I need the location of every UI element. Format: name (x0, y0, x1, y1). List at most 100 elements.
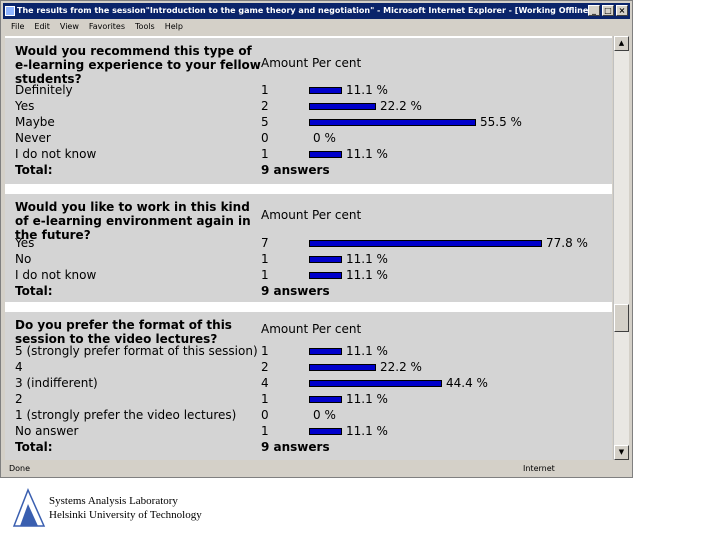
column-header: Amount Per cent (261, 208, 362, 222)
answer-label: Yes (15, 99, 35, 113)
column-header: Amount Per cent (261, 56, 362, 70)
answer-amount: 7 (261, 236, 269, 250)
menu-bar: File Edit View Favorites Tools Help (3, 20, 630, 34)
total-value: 9 answers (261, 163, 330, 177)
answer-percent: 11.1 % (346, 83, 388, 97)
university-name: Helsinki University of Technology (49, 509, 202, 521)
answer-row: 4 2 22.2 % (5, 359, 612, 375)
total-row: Total: 9 answers (5, 439, 612, 455)
scroll-thumb[interactable] (614, 304, 629, 332)
percent-bar (309, 428, 342, 435)
answer-row: 3 (indifferent) 4 44.4 % (5, 375, 612, 391)
answer-amount: 0 (261, 131, 269, 145)
answer-percent: 11.1 % (346, 268, 388, 282)
answer-percent: 11.1 % (346, 392, 388, 406)
answer-row: Never 0 0 % (5, 130, 612, 146)
answer-label: 5 (strongly prefer format of this sessio… (15, 344, 258, 358)
answer-row: No answer 1 11.1 % (5, 423, 612, 439)
answer-label: 3 (indifferent) (15, 376, 98, 390)
question-section: Do you prefer the format of this session… (5, 312, 612, 460)
column-header: Amount Per cent (261, 322, 362, 336)
question-text: Would you like to work in this kind of e… (15, 200, 251, 242)
maximize-button[interactable]: □ (602, 5, 614, 16)
answer-percent: 44.4 % (446, 376, 488, 390)
menu-view[interactable]: View (59, 22, 79, 31)
answer-percent: 11.1 % (346, 252, 388, 266)
window-title: The results from the session"Introductio… (17, 6, 592, 15)
answer-amount: 1 (261, 147, 269, 161)
menu-tools[interactable]: Tools (135, 22, 155, 31)
status-zone: Internet (523, 464, 555, 473)
university-logo (12, 488, 46, 527)
answer-amount: 4 (261, 376, 269, 390)
answer-label: I do not know (15, 147, 97, 161)
total-label: Total: (15, 163, 53, 177)
answer-row: I do not know 1 11.1 % (5, 146, 612, 162)
answer-label: Definitely (15, 83, 73, 97)
answer-label: 4 (15, 360, 23, 374)
answer-amount: 0 (261, 408, 269, 422)
answer-label: 2 (15, 392, 23, 406)
browser-window: The results from the session"Introductio… (0, 0, 633, 478)
minimize-button[interactable]: _ (588, 5, 600, 16)
answer-label: No answer (15, 424, 79, 438)
percent-bar (309, 151, 342, 158)
scroll-down-icon[interactable]: ▼ (614, 445, 629, 460)
answer-percent: 11.1 % (346, 147, 388, 161)
menu-favorites[interactable]: Favorites (88, 22, 126, 31)
total-label: Total: (15, 440, 53, 454)
percent-bar (309, 103, 376, 110)
percent-bar (309, 348, 342, 355)
percent-bar (309, 396, 342, 403)
total-value: 9 answers (261, 440, 330, 454)
answer-row: 5 (strongly prefer format of this sessio… (5, 343, 612, 359)
answer-percent: 77.8 % (546, 236, 588, 250)
answer-amount: 1 (261, 83, 269, 97)
scroll-up-icon[interactable]: ▲ (614, 36, 629, 51)
answer-row: No 1 11.1 % (5, 251, 612, 267)
menu-file[interactable]: File (11, 22, 25, 31)
question-section: Would you recommend this type of e-learn… (5, 38, 612, 184)
answer-amount: 1 (261, 424, 269, 438)
percent-bar (309, 119, 476, 126)
answer-amount: 1 (261, 392, 269, 406)
answer-amount: 2 (261, 360, 269, 374)
question-text: Would you recommend this type of e-learn… (15, 44, 261, 86)
answer-percent: 11.1 % (346, 424, 388, 438)
percent-bar (309, 272, 342, 279)
question-text: Do you prefer the format of this session… (15, 318, 232, 346)
menu-edit[interactable]: Edit (34, 22, 50, 31)
answer-row: Definitely 1 11.1 % (5, 82, 612, 98)
answer-percent: 22.2 % (380, 360, 422, 374)
total-value: 9 answers (261, 284, 330, 298)
answer-label: Maybe (15, 115, 55, 129)
menu-help[interactable]: Help (164, 22, 183, 31)
answer-amount: 2 (261, 99, 269, 113)
answer-label: Never (15, 131, 51, 145)
answer-amount: 1 (261, 252, 269, 266)
answer-row: Maybe 5 55.5 % (5, 114, 612, 130)
total-row: Total: 9 answers (5, 162, 612, 178)
answer-row: 1 (strongly prefer the video lectures) 0 0… (5, 407, 612, 423)
answer-percent: 0 % (313, 408, 336, 422)
answer-amount: 5 (261, 115, 269, 129)
answer-row: I do not know 1 11.1 % (5, 267, 612, 283)
answer-amount: 1 (261, 344, 269, 358)
vertical-scrollbar[interactable]: ▲ ▼ (613, 36, 629, 460)
percent-bar (309, 87, 342, 94)
answer-row: Yes 2 22.2 % (5, 98, 612, 114)
total-label: Total: (15, 284, 53, 298)
answer-label: 1 (strongly prefer the video lectures) (15, 408, 237, 422)
answer-percent: 0 % (313, 131, 336, 145)
lab-name: Systems Analysis Laboratory (49, 495, 178, 507)
close-button[interactable]: × (616, 5, 628, 16)
answer-row: Yes 7 77.8 % (5, 235, 612, 251)
page-content: Would you recommend this type of e-learn… (5, 36, 612, 460)
percent-bar (309, 256, 342, 263)
answer-percent: 22.2 % (380, 99, 422, 113)
answer-label: No (15, 252, 32, 266)
percent-bar (309, 240, 542, 247)
percent-bar (309, 364, 376, 371)
answer-percent: 55.5 % (480, 115, 522, 129)
answer-label: I do not know (15, 268, 97, 282)
